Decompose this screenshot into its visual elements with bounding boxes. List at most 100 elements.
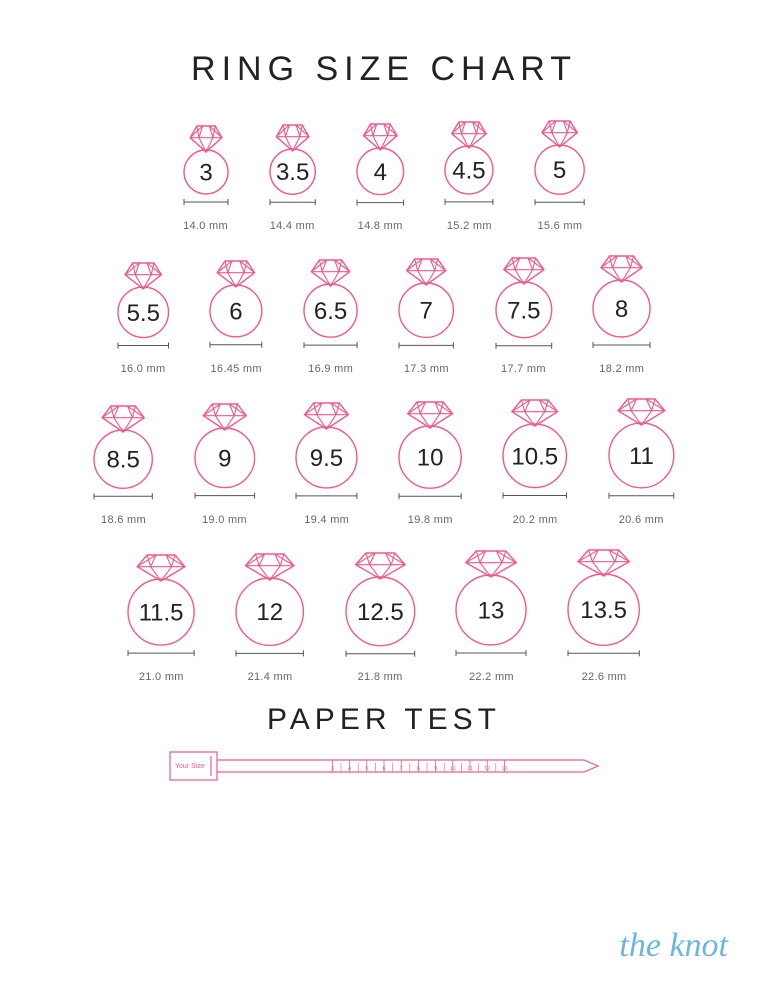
ring-item: 12 21.4 mm xyxy=(230,552,309,683)
ring-item: 12.5 21.8 mm xyxy=(340,551,421,684)
ring-mm-label: 17.7 mm xyxy=(501,363,546,375)
ruler-tick-label: 7 xyxy=(400,766,403,772)
ring-size-label: 8.5 xyxy=(107,446,140,473)
ring-icon: 8 xyxy=(587,254,656,357)
ring-mm-label: 14.4 mm xyxy=(270,220,315,232)
ring-icon: 4 xyxy=(351,122,410,215)
ring-item: 1322.2 mm xyxy=(450,549,532,683)
page-title: RING SIZE CHART xyxy=(0,50,768,89)
ruler-tick-label: 11 xyxy=(467,766,472,772)
ring-item: 8.5 18.6 mm xyxy=(88,404,158,526)
ruler-tick-label: 9 xyxy=(434,766,437,772)
ring-size-label: 13.5 xyxy=(581,597,628,624)
ring-item: 4.5 15.2 mm xyxy=(439,120,499,232)
ruler-tick-label: 6 xyxy=(383,766,386,772)
ring-item: 10.520.2 mm xyxy=(497,398,573,526)
ring-size-label: 12 xyxy=(257,599,284,626)
ring-item: 13.5 22.6 mm xyxy=(562,548,645,683)
paper-test-tab-label: Your Size xyxy=(175,763,205,770)
ring-size-label: 7.5 xyxy=(507,297,540,324)
ring-mm-label: 17.3 mm xyxy=(404,363,449,375)
ring-icon: 10 xyxy=(393,400,467,508)
ring-size-label: 9.5 xyxy=(310,445,343,472)
ring-mm-label: 22.2 mm xyxy=(469,671,514,683)
ring-item: 6.5 16.9 mm xyxy=(298,258,363,375)
ring-mm-label: 19.0 mm xyxy=(202,514,247,526)
ring-icon: 3.5 xyxy=(264,123,321,214)
ring-mm-label: 14.0 mm xyxy=(183,220,228,232)
brand-logo: the knot xyxy=(619,927,728,965)
ring-size-label: 8 xyxy=(615,296,628,323)
ring-mm-label: 19.4 mm xyxy=(304,514,349,526)
ring-icon: 12.5 xyxy=(340,551,421,666)
ring-mm-label: 19.8 mm xyxy=(408,514,453,526)
ring-item: 9.5 19.4 mm xyxy=(290,401,363,526)
ring-mm-label: 15.6 mm xyxy=(537,220,582,232)
ring-icon: 3 xyxy=(178,124,234,214)
ring-size-label: 11.5 xyxy=(139,600,184,627)
ring-icon: 7 xyxy=(393,257,459,357)
ring-size-label: 6 xyxy=(229,299,242,326)
ring-size-label: 6.5 xyxy=(314,298,347,325)
ruler-tick-label: 13 xyxy=(502,766,508,772)
ring-icon: 10.5 xyxy=(497,398,573,508)
ring-mm-label: 20.6 mm xyxy=(619,514,664,526)
ring-size-label: 10 xyxy=(417,444,444,471)
ring-row: 8.5 18.6 mm 9 19.0 mm 9.5 19.4 mm 10 19.8 mm 10.… xyxy=(88,397,679,526)
ruler-tick-label: 5 xyxy=(365,766,368,772)
ring-size-label: 5 xyxy=(553,157,566,184)
ring-row: 5.5 16.0 mm 6 16.45 mm 6.5 16.9 mm 7 17.3 mm 7.5… xyxy=(112,254,656,375)
ring-size-label: 3 xyxy=(199,160,212,187)
ring-icon: 5 xyxy=(529,119,590,214)
ring-mm-label: 16.9 mm xyxy=(308,363,353,375)
ring-mm-label: 14.8 mm xyxy=(358,220,403,232)
ring-size-label: 10.5 xyxy=(512,444,559,471)
paper-test-container: Your Size345678910111213 xyxy=(0,749,768,783)
ring-mm-label: 21.4 mm xyxy=(248,671,293,683)
ruler-tick-label: 4 xyxy=(348,766,351,772)
ring-row: 3 14.0 mm 3.5 14.4 mm 4 14.8 mm 4.5 15.2 mm 5 15.… xyxy=(178,119,591,232)
ring-item: 11 20.6 mm xyxy=(603,397,680,526)
ring-size-label: 12.5 xyxy=(357,598,404,625)
ring-icon: 9.5 xyxy=(290,401,363,508)
ring-icon: 11.5 xyxy=(122,553,200,665)
ring-size-label: 9 xyxy=(218,446,231,473)
ring-icon: 9 xyxy=(189,402,261,508)
ring-item: 7 17.3 mm xyxy=(393,257,459,375)
paper-test-title: PAPER TEST xyxy=(0,703,768,737)
ring-row: 11.5 21.0 mm 12 21.4 mm 12.5 21.8 mm 1322.2 mm… xyxy=(122,548,645,683)
ruler-tick-label: 3 xyxy=(331,766,334,772)
ring-item: 818.2 mm xyxy=(587,254,656,375)
ring-icon: 5.5 xyxy=(112,261,175,358)
ring-size-label: 11 xyxy=(629,443,654,470)
ring-icon: 6.5 xyxy=(298,258,363,357)
ring-mm-label: 21.0 mm xyxy=(139,671,184,683)
ring-icon: 11 xyxy=(603,397,680,508)
ring-icon: 6 xyxy=(204,259,268,357)
ring-item: 7.5 17.7 mm xyxy=(490,256,558,376)
ruler-tick-label: 12 xyxy=(484,766,490,772)
ring-item: 3 14.0 mm xyxy=(178,124,234,232)
ring-mm-label: 18.6 mm xyxy=(101,514,146,526)
ring-icon: 4.5 xyxy=(439,120,499,214)
ring-mm-label: 22.6 mm xyxy=(582,671,627,683)
ring-rows: 3 14.0 mm 3.5 14.4 mm 4 14.8 mm 4.5 15.2 mm 5 15.… xyxy=(0,119,768,683)
ring-size-chart-page: RING SIZE CHART 3 14.0 mm 3.5 14.4 mm 4 14.8 … xyxy=(0,0,768,993)
ring-item: 6 16.45 mm xyxy=(204,259,268,375)
ring-item: 5.5 16.0 mm xyxy=(112,261,175,376)
ring-item: 5 15.6 mm xyxy=(529,119,590,232)
ring-item: 9 19.0 mm xyxy=(189,402,261,526)
ring-icon: 7.5 xyxy=(490,256,558,358)
ring-size-label: 4 xyxy=(373,158,386,185)
ring-item: 3.5 14.4 mm xyxy=(264,123,321,232)
ring-mm-label: 16.0 mm xyxy=(121,363,166,375)
ring-icon: 8.5 xyxy=(88,404,158,508)
ring-size-label: 3.5 xyxy=(275,159,308,186)
ring-size-label: 5.5 xyxy=(126,299,159,326)
ring-mm-label: 21.8 mm xyxy=(358,671,403,683)
ring-item: 11.5 21.0 mm xyxy=(122,553,200,683)
ring-size-label: 7 xyxy=(420,297,433,324)
paper-test-ruler-icon: Your Size345678910111213 xyxy=(169,749,599,783)
ring-mm-label: 15.2 mm xyxy=(447,220,492,232)
ring-mm-label: 16.45 mm xyxy=(211,363,262,375)
